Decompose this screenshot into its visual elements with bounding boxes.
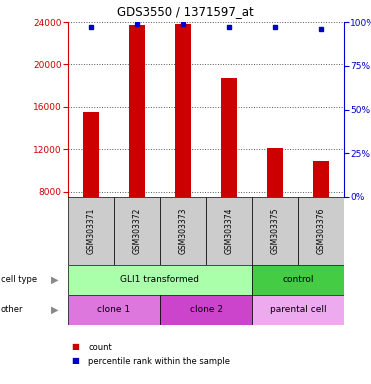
Text: count: count bbox=[88, 343, 112, 351]
Text: GSM303375: GSM303375 bbox=[270, 208, 279, 254]
Text: ■: ■ bbox=[72, 343, 80, 351]
Text: ▶: ▶ bbox=[51, 275, 59, 285]
Text: GSM303373: GSM303373 bbox=[178, 208, 187, 254]
Bar bbox=[114, 197, 160, 265]
Text: GSM303372: GSM303372 bbox=[132, 208, 141, 254]
Text: GSM303371: GSM303371 bbox=[86, 208, 95, 254]
Bar bbox=[68, 265, 252, 295]
Text: percentile rank within the sample: percentile rank within the sample bbox=[88, 356, 230, 366]
Bar bbox=[83, 112, 99, 197]
Bar bbox=[68, 197, 114, 265]
Bar bbox=[221, 78, 237, 197]
Text: ■: ■ bbox=[72, 356, 80, 366]
Text: GLI1 transformed: GLI1 transformed bbox=[121, 275, 200, 285]
Bar bbox=[298, 197, 344, 265]
Bar bbox=[175, 24, 191, 197]
Text: control: control bbox=[282, 275, 314, 285]
Text: cell type: cell type bbox=[1, 275, 37, 285]
Bar bbox=[68, 295, 160, 325]
Text: GDS3550 / 1371597_at: GDS3550 / 1371597_at bbox=[117, 5, 254, 18]
Bar bbox=[313, 161, 329, 197]
Bar bbox=[160, 295, 252, 325]
Text: ▶: ▶ bbox=[51, 305, 59, 315]
Text: parental cell: parental cell bbox=[270, 306, 326, 314]
Bar bbox=[267, 148, 283, 197]
Bar bbox=[252, 197, 298, 265]
Bar bbox=[160, 197, 206, 265]
Bar bbox=[129, 25, 145, 197]
Bar bbox=[252, 295, 344, 325]
Text: clone 2: clone 2 bbox=[190, 306, 223, 314]
Bar bbox=[252, 265, 344, 295]
Text: GSM303376: GSM303376 bbox=[316, 208, 325, 254]
Text: GSM303374: GSM303374 bbox=[224, 208, 233, 254]
Bar bbox=[206, 197, 252, 265]
Text: clone 1: clone 1 bbox=[98, 306, 131, 314]
Text: other: other bbox=[1, 306, 23, 314]
